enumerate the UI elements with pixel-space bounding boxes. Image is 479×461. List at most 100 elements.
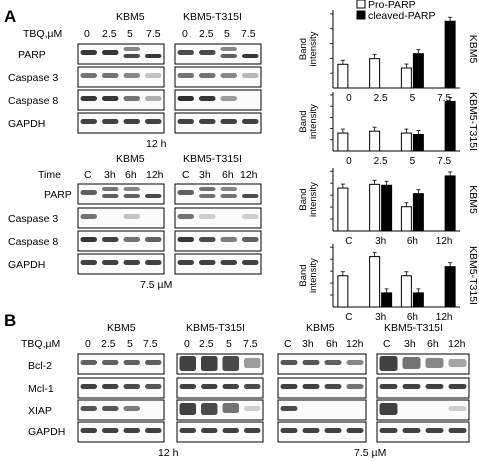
a-dose-band-r1-b1-l1-0 [199, 73, 216, 78]
a-time-band-r1-b1-l0-0 [177, 214, 194, 219]
b-time-box-r2-b1 [376, 399, 470, 421]
a-time-band-r0-b0-l2-0 [123, 187, 140, 191]
a-dose-band-r0-b1-l2-1 [220, 54, 237, 58]
a-time-band-r0-b0-l2-1 [123, 194, 140, 198]
b-time-box-r3-b1 [376, 421, 470, 443]
chart-2-bar-1-2 [412, 193, 424, 232]
b-time-band-r3-b1-l0-0 [379, 428, 398, 433]
a-time-band-r2-b0-l2-0 [123, 237, 140, 242]
a-time-t-1: 3h [199, 169, 211, 181]
b-dose-band-r2-b0-l1-0 [102, 406, 119, 411]
b-dose-row-xiap: XIAP [28, 405, 52, 417]
a-time-band-r3-b0-l2-0 [123, 260, 140, 265]
a-time-k-3: 12h [146, 169, 164, 181]
chart-2-bar-0-0 [337, 187, 349, 232]
b-dose-treatment-label: TBQ,µM [21, 338, 60, 350]
a-dose-box-r1-b1 [174, 66, 262, 88]
b-dose-box-r0-b0 [77, 353, 165, 375]
a-dose-row-gapdh: GAPDH [8, 118, 45, 130]
a-time-band-r1-b1-l1-0 [199, 214, 216, 219]
blots-b-time [277, 353, 470, 443]
a-time-line-t315i: KBM5-T315I [183, 153, 242, 165]
a-dose-band-r1-b0-l0-0 [80, 73, 97, 78]
chart-0-ylabel-1: Band [298, 38, 309, 60]
b-dose-box-r2-b0 [77, 399, 165, 421]
chart-0-ylabel-2: intensity [308, 31, 319, 66]
b-time-band-r0-b1-l1-0 [402, 357, 421, 369]
a-time-band-r1-b1-l3-0 [242, 214, 259, 219]
a-time-band-r0-b1-l2-0 [220, 187, 237, 191]
a-dose-band-r0-b1-l0-0 [177, 50, 194, 55]
a-dose-row-caspase8: Caspase 8 [8, 95, 58, 107]
chart-1-ylabel-2: intensity [308, 104, 319, 139]
b-time-t-1: 3h [404, 338, 416, 350]
chart-3-xtick-3: 12h [436, 312, 453, 323]
chart-0-xtick-2: 5 [410, 93, 416, 104]
chart-1-bar-0-2 [400, 132, 412, 152]
b-dose-k-1: 2.5 [101, 338, 116, 350]
chart-0-bar-0-1 [369, 58, 381, 89]
a-dose-band-r2-b1-l0-0 [177, 96, 194, 101]
a-time-row-caspase8: Caspase 8 [8, 236, 58, 248]
b-dose-band-r3-b1-l0-0 [179, 428, 196, 433]
chart-0-bar-0-2 [400, 67, 412, 89]
a-time-band-r3-b1-l3-0 [242, 260, 259, 265]
a-dose-band-r1-b1-l2-0 [220, 73, 237, 78]
b-dose-band-r3-b0-l3-0 [145, 428, 162, 433]
b-time-band-r0-b1-l2-0 [425, 358, 444, 368]
b-dose-k-2: 5 [127, 338, 133, 350]
b-dose-band-r3-b1-l3-0 [244, 428, 261, 433]
chart-2-ylabel-1: Band [298, 188, 309, 210]
a-time-band-r0-b1-l3-0 [242, 194, 259, 198]
b-dose-t-2: 5 [226, 338, 232, 350]
a-time-box-r0-b0 [77, 183, 165, 205]
a-time-band-r3-b1-l0-0 [177, 260, 194, 265]
b-dose-band-r3-b1-l1-0 [201, 428, 218, 433]
chart-2-xtick-0: C [345, 236, 352, 247]
a-time-box-r2-b1 [174, 230, 262, 252]
chart-2-side-label: KBM5 [467, 185, 479, 214]
chart-0-side-label: KBM5 [467, 35, 479, 64]
a-dose-band-r2-b0-l0-0 [80, 96, 97, 101]
b-time-band-r1-b0-l1-0 [302, 384, 320, 389]
a-dose-band-r3-b0-l3-0 [145, 119, 162, 124]
b-dose-band-r3-b0-l0-0 [80, 428, 97, 433]
b-dose-t-3: 7.5 [243, 338, 258, 350]
chart-1-xtick-2: 5 [410, 156, 416, 167]
b-dose-band-r0-b0-l1-0 [102, 360, 119, 365]
a-dose-band-r3-b1-l3-0 [242, 119, 259, 124]
b-time-band-r2-b1-l3-0 [448, 406, 467, 411]
a-time-row-parp: PARP [44, 189, 72, 201]
b-time-box-r1-b0 [277, 377, 367, 399]
a-time-box-r3-b0 [77, 253, 165, 275]
a-time-band-r3-b0-l0-0 [80, 260, 97, 265]
a-time-band-r3-b0-l3-0 [145, 260, 162, 265]
b-dose-t-1: 2.5 [199, 338, 214, 350]
chart-0-xtick-3: 7.5 [437, 93, 451, 104]
a-time-box-r2-b0 [77, 230, 165, 252]
b-dose-band-r1-b1-l2-0 [222, 384, 239, 389]
a-time-k-1: 3h [104, 169, 116, 181]
a-time-band-r0-b1-l2-1 [220, 194, 237, 198]
b-time-band-r2-b1-l0-0 [379, 403, 398, 415]
b-time-k-2: 6h [326, 338, 338, 350]
b-time-band-r1-b1-l1-0 [402, 384, 421, 389]
b-dose-box-r3-b0 [77, 421, 165, 443]
chart-2-xtick-3: 12h [436, 236, 453, 247]
b-dose-band-r2-b0-l0-0 [80, 406, 97, 411]
b-time-band-r0-b1-l0-0 [379, 356, 398, 371]
a-dose-box-r0-b0 [77, 43, 165, 65]
b-time-box-r0-b0 [277, 353, 367, 375]
b-time-band-r3-b0-l0-0 [280, 428, 298, 433]
chart-3-ylabel-1: Band [298, 264, 309, 286]
a-dose-box-r3-b1 [174, 112, 262, 134]
a-dose-box-r2-b0 [77, 89, 165, 111]
a-time-band-r0-b0-l1-0 [102, 187, 119, 191]
b-time-k-1: 3h [302, 338, 314, 350]
b-time-box-r2-b0 [277, 399, 367, 421]
a-time-band-r0-b0-l1-1 [102, 194, 119, 198]
a-time-box-r0-b1 [174, 183, 262, 205]
blots-a-time [77, 183, 262, 275]
